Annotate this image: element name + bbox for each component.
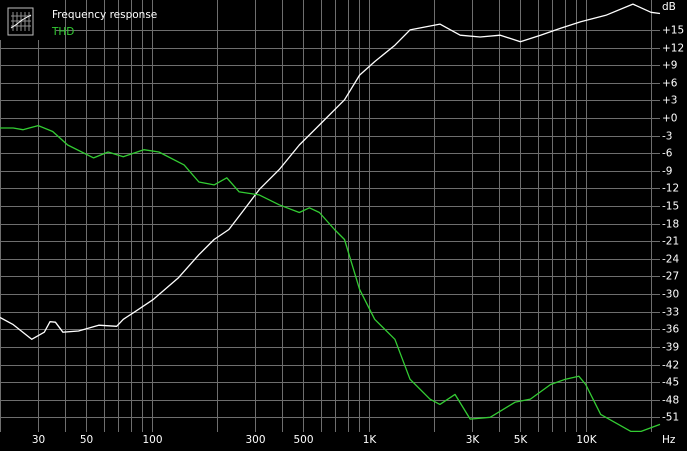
y-tick-label: -21 [662, 236, 679, 248]
y-tick-label: -39 [662, 342, 679, 354]
y-tick-label: -33 [662, 307, 679, 319]
y-tick-label: +12 [662, 43, 684, 55]
y-tick-label: -42 [662, 360, 679, 372]
y-tick-label: -27 [662, 271, 679, 283]
y-tick-label: -36 [662, 324, 679, 336]
x-tick-label: 100 [142, 434, 162, 446]
y-tick-label: -3 [662, 131, 672, 143]
y-tick-label: +6 [662, 78, 678, 90]
y-tick-label: -30 [662, 289, 679, 301]
x-tick-label: 30 [32, 434, 45, 446]
y-tick-label: -9 [662, 166, 672, 178]
y-tick-label: -18 [662, 219, 679, 231]
legend-label: THD [51, 26, 74, 38]
series-line [0, 124, 661, 433]
y-tick-label: +9 [662, 60, 677, 72]
x-tick-label: 3K [466, 434, 481, 446]
x-tick-label: 1K [363, 434, 378, 446]
x-tick-label: 5K [514, 434, 529, 446]
x-tick-label: 300 [245, 434, 265, 446]
y-tick-label: +15 [662, 25, 684, 37]
x-tick-label: 10K [576, 434, 597, 446]
legend-icon [7, 7, 34, 36]
y-tick-label: -6 [662, 148, 673, 160]
y-tick-label: -15 [662, 201, 679, 213]
y-tick-label: -12 [662, 183, 679, 195]
icon-curve [10, 14, 32, 29]
y-tick-label: +0 [662, 113, 677, 125]
x-tick-label: 500 [293, 434, 313, 446]
x-tick-label: 50 [80, 434, 93, 446]
y-tick-label: +3 [662, 95, 677, 107]
y-tick-label: -51 [662, 412, 679, 424]
legend-label: Frequency response [52, 9, 157, 21]
y-axis-label: dB [662, 1, 676, 13]
x-axis-label: Hz [662, 434, 676, 446]
series-line [0, 3, 661, 340]
y-tick-label: -45 [662, 377, 679, 389]
grid [0, 0, 660, 432]
y-tick-label: -24 [662, 254, 679, 266]
plot-lines [0, 3, 661, 433]
y-tick-label: -48 [662, 395, 679, 407]
